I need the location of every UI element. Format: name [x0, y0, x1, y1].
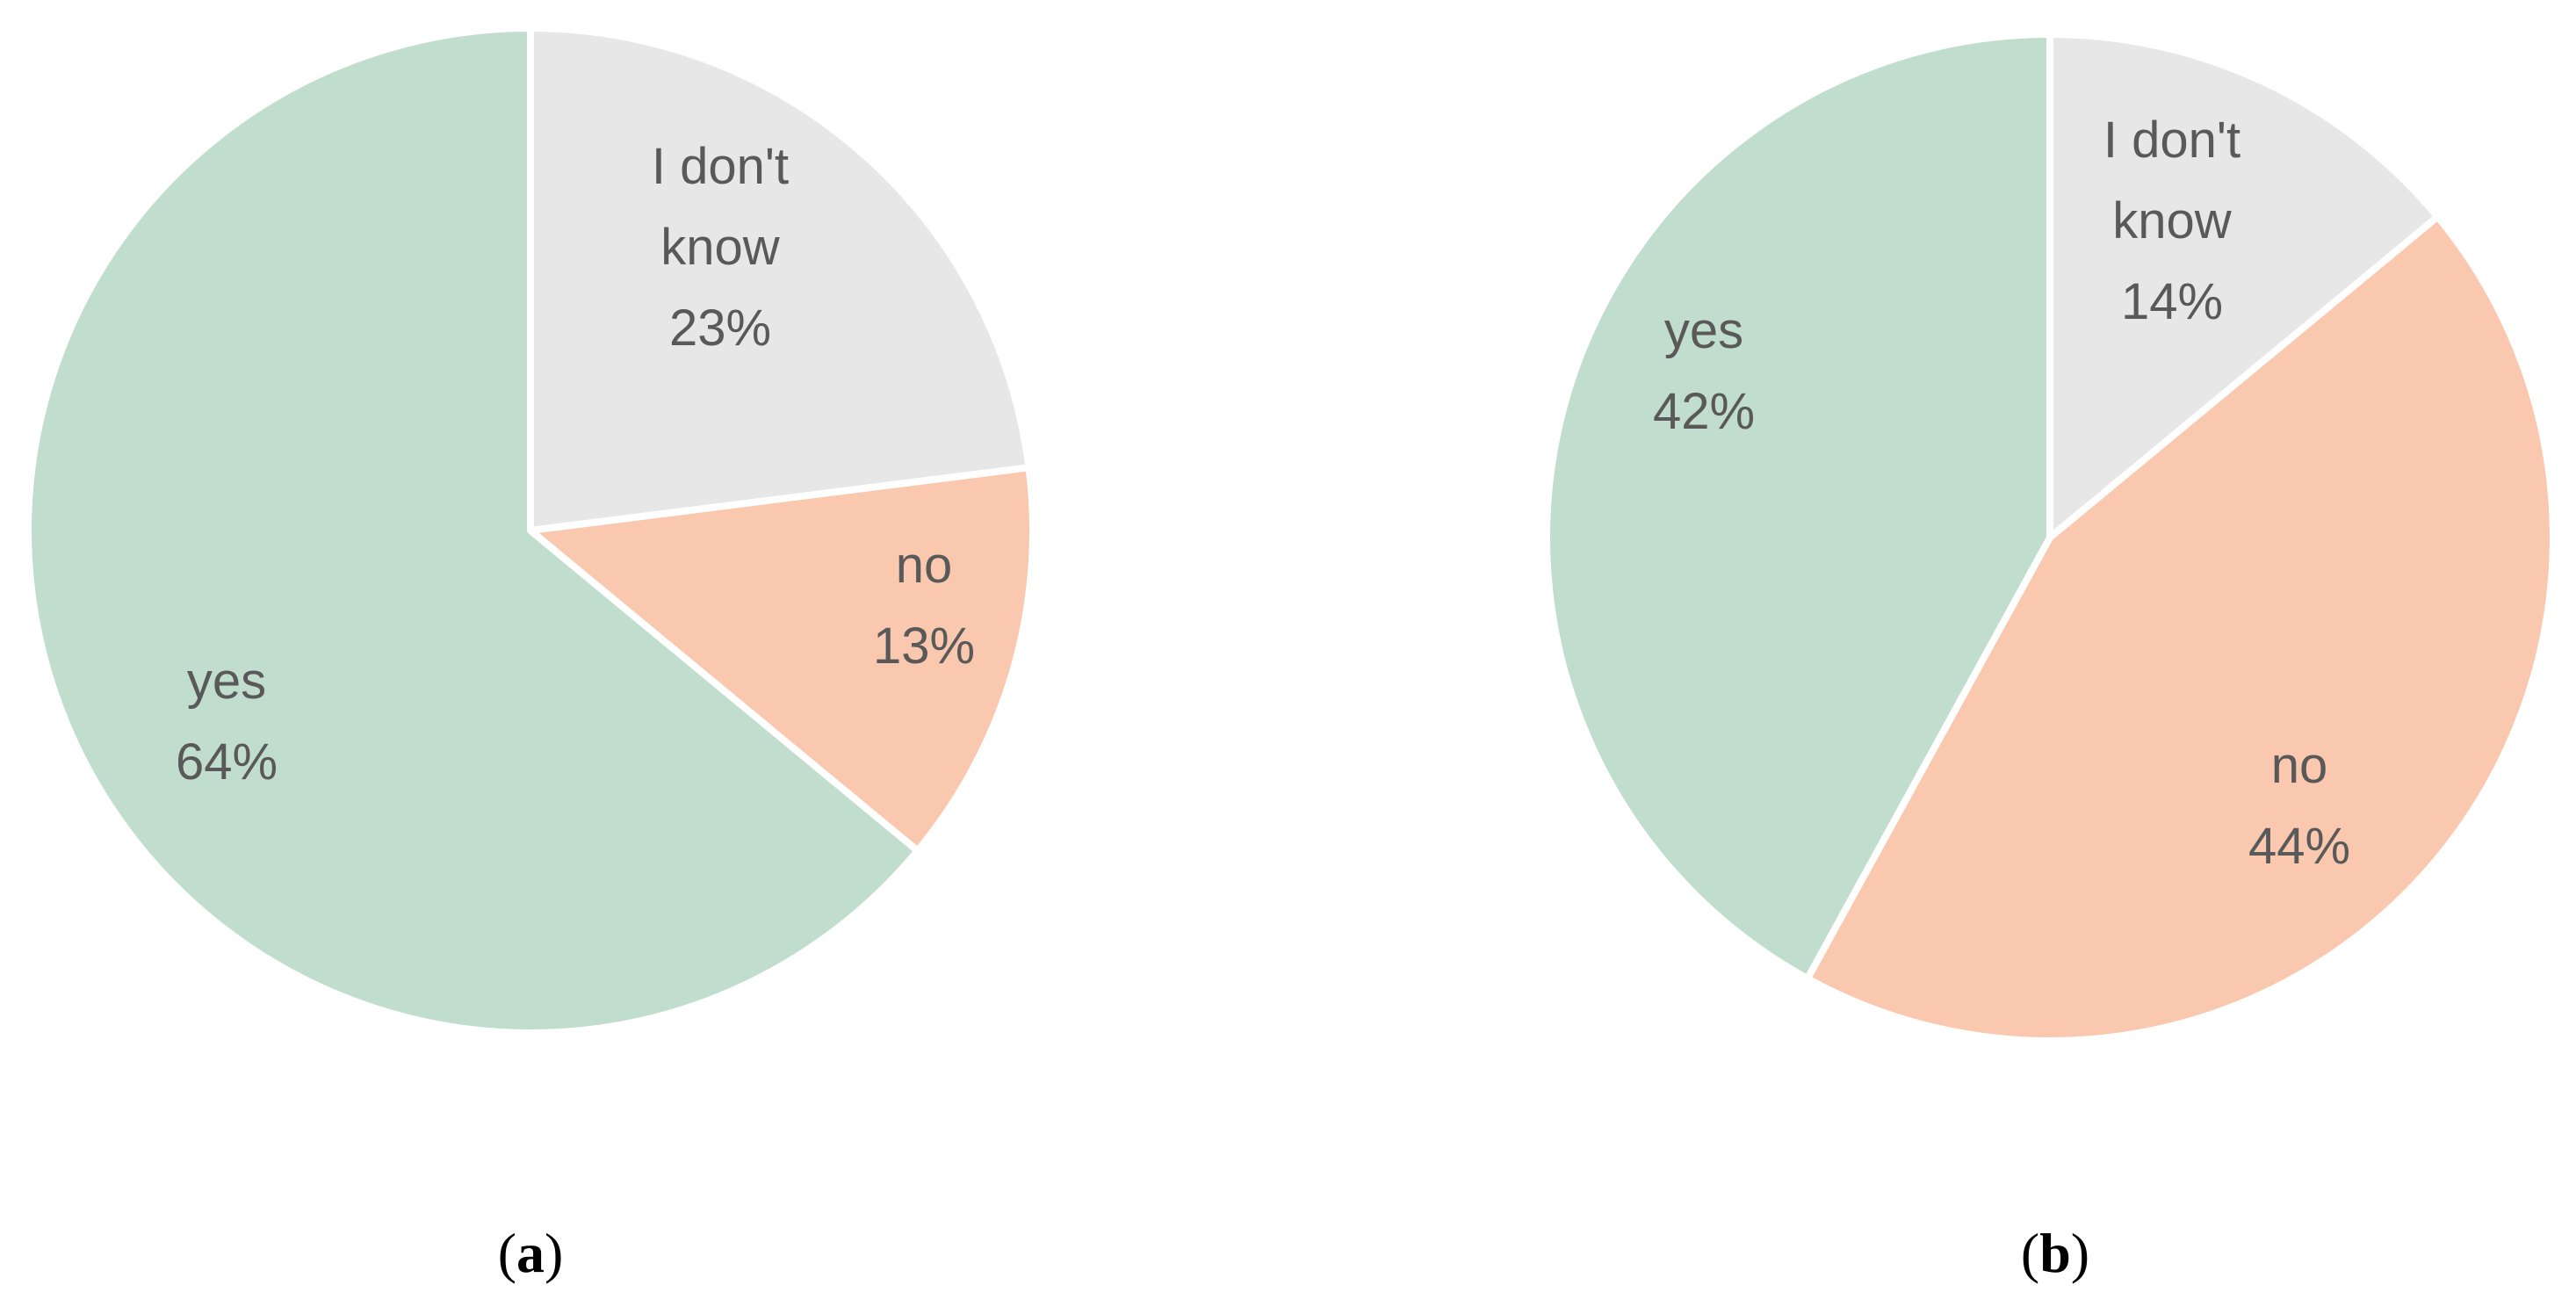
- panel-letter-b: b: [2039, 1222, 2071, 1284]
- pie-chart-b: I don't know 14% no 44% yes 42%: [1543, 31, 2557, 1044]
- slice-label-no: no 13%: [873, 537, 975, 675]
- panel-label-b: (b): [2021, 1222, 2089, 1284]
- slice-value: 64%: [176, 733, 278, 791]
- slice-category: I don't: [652, 138, 789, 195]
- slice-value: 44%: [2248, 818, 2350, 875]
- slice-category: know: [660, 219, 781, 276]
- slice-category: I don't: [2103, 112, 2240, 169]
- slice-value: 23%: [669, 300, 771, 357]
- slice-category: no: [2271, 737, 2328, 794]
- pie-chart-a: I don't know 23% no 13% yes 64%: [25, 25, 1036, 1036]
- slice-category: know: [2112, 192, 2233, 249]
- slice-value: 42%: [1653, 383, 1755, 440]
- pie-slice-no: [1803, 213, 2557, 1044]
- slice-value: 14%: [2121, 273, 2223, 330]
- pie-slice-yes: [1543, 31, 2053, 983]
- panel-letter-a: a: [516, 1222, 545, 1284]
- pie-slice-yes: [25, 25, 921, 1036]
- slice-label-dont-know: I don't know 14%: [2103, 112, 2240, 330]
- slice-category: yes: [187, 653, 266, 710]
- slice-label-yes: yes 42%: [1653, 302, 1755, 440]
- slice-category: no: [896, 537, 953, 594]
- pie-slice-dont-know: [2046, 31, 2442, 541]
- panel-label-a: (a): [498, 1222, 564, 1284]
- slice-label-yes: yes 64%: [176, 653, 278, 791]
- slice-label-no: no 44%: [2248, 737, 2350, 875]
- pie-slice-no: [527, 464, 1036, 855]
- slice-label-dont-know: I don't know 23%: [652, 138, 789, 357]
- pie-slice-dont-know: [527, 25, 1033, 534]
- slice-value: 13%: [873, 617, 975, 675]
- slice-category: yes: [1664, 302, 1743, 359]
